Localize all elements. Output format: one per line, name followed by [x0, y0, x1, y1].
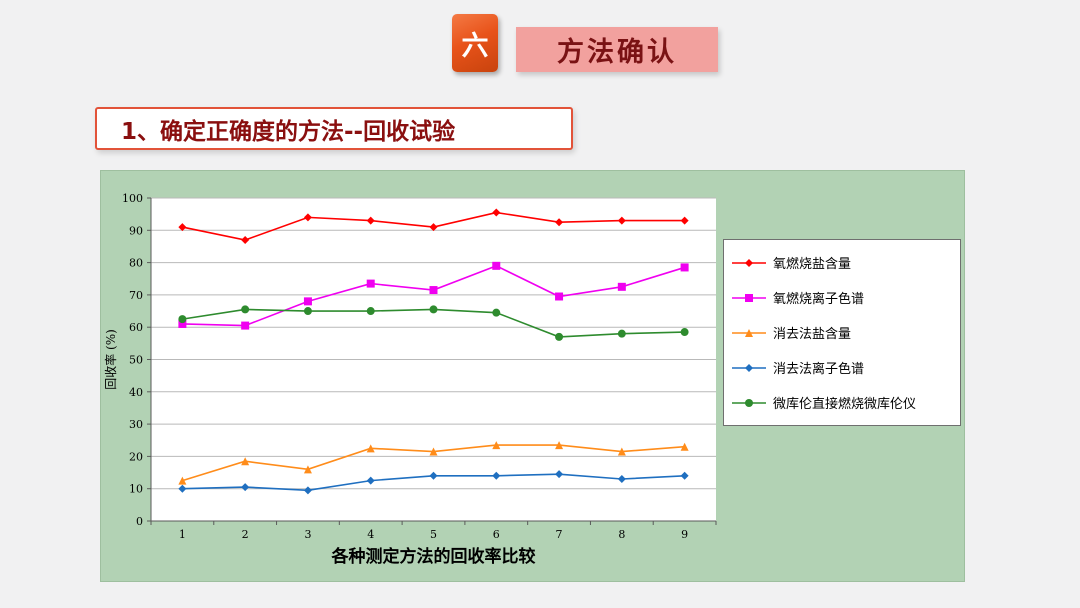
- svg-text:80: 80: [129, 257, 143, 270]
- legend-label: 氧燃烧盐含量: [773, 257, 852, 272]
- section-number: 六: [461, 30, 489, 62]
- legend-entry: 氧燃烧盐含量: [732, 253, 952, 272]
- legend-label: 消去法盐含量: [773, 327, 852, 342]
- circle-marker-icon: [732, 398, 766, 407]
- legend-entry: 氧燃烧离子色谱: [732, 288, 952, 307]
- svg-text:30: 30: [129, 418, 143, 431]
- svg-text:9: 9: [681, 528, 688, 541]
- svg-text:2: 2: [242, 528, 249, 541]
- svg-text:60: 60: [129, 321, 143, 334]
- svg-text:40: 40: [129, 386, 143, 399]
- slide-title: 方法确认: [557, 37, 677, 68]
- svg-text:回收率 (%): 回收率 (%): [103, 329, 118, 390]
- recovery-rate-chart-panel: 0 10 20 30 40 50 60 70 80 90 100 1 2 3 4 5 6 7 8 9 回收率 (%) 氧…: [100, 170, 965, 582]
- slide-subtitle-box: 1、确定正确度的方法--回收试验: [95, 107, 573, 150]
- svg-text:50: 50: [129, 354, 143, 367]
- svg-text:7: 7: [556, 528, 563, 541]
- svg-text:10: 10: [129, 483, 143, 496]
- legend-entry: 消去法盐含量: [732, 323, 952, 342]
- svg-text:90: 90: [129, 224, 143, 237]
- legend-label: 微库伦直接燃烧微库伦仪: [773, 397, 917, 412]
- square-marker-icon: [732, 293, 766, 302]
- svg-text:20: 20: [129, 450, 143, 463]
- legend-label: 氧燃烧离子色谱: [773, 292, 865, 307]
- chart-x-axis-title: 各种测定方法的回收率比较: [331, 547, 536, 567]
- svg-text:6: 6: [493, 528, 500, 541]
- svg-text:5: 5: [430, 528, 437, 541]
- line-chart: 0 10 20 30 40 50 60 70 80 90 100 1 2 3 4 5 6 7 8 9 回收率 (%): [103, 192, 717, 541]
- slide-subtitle: 1、确定正确度的方法--回收试验: [121, 118, 456, 145]
- legend-entry: 消去法离子色谱: [732, 358, 952, 377]
- svg-text:70: 70: [129, 289, 143, 302]
- svg-text:0: 0: [136, 515, 143, 528]
- svg-text:4: 4: [367, 528, 374, 541]
- legend-label: 消去法离子色谱: [773, 362, 865, 377]
- slide-title-box: 方法确认: [516, 27, 718, 72]
- svg-text:8: 8: [618, 528, 625, 541]
- section-number-badge: 六: [452, 14, 498, 72]
- chart-legend: 氧燃烧盐含量 氧燃烧离子色谱 消去法盐含量 消去法离子色谱微库伦直接燃烧微库伦仪: [723, 239, 961, 426]
- svg-text:3: 3: [304, 528, 311, 541]
- triangle-marker-icon: [732, 328, 766, 337]
- svg-text:100: 100: [122, 192, 143, 205]
- legend-entry: 微库伦直接燃烧微库伦仪: [732, 393, 952, 412]
- diamond-marker-icon: [732, 258, 766, 267]
- diamond-marker-icon: [732, 363, 766, 372]
- svg-text:1: 1: [179, 528, 186, 541]
